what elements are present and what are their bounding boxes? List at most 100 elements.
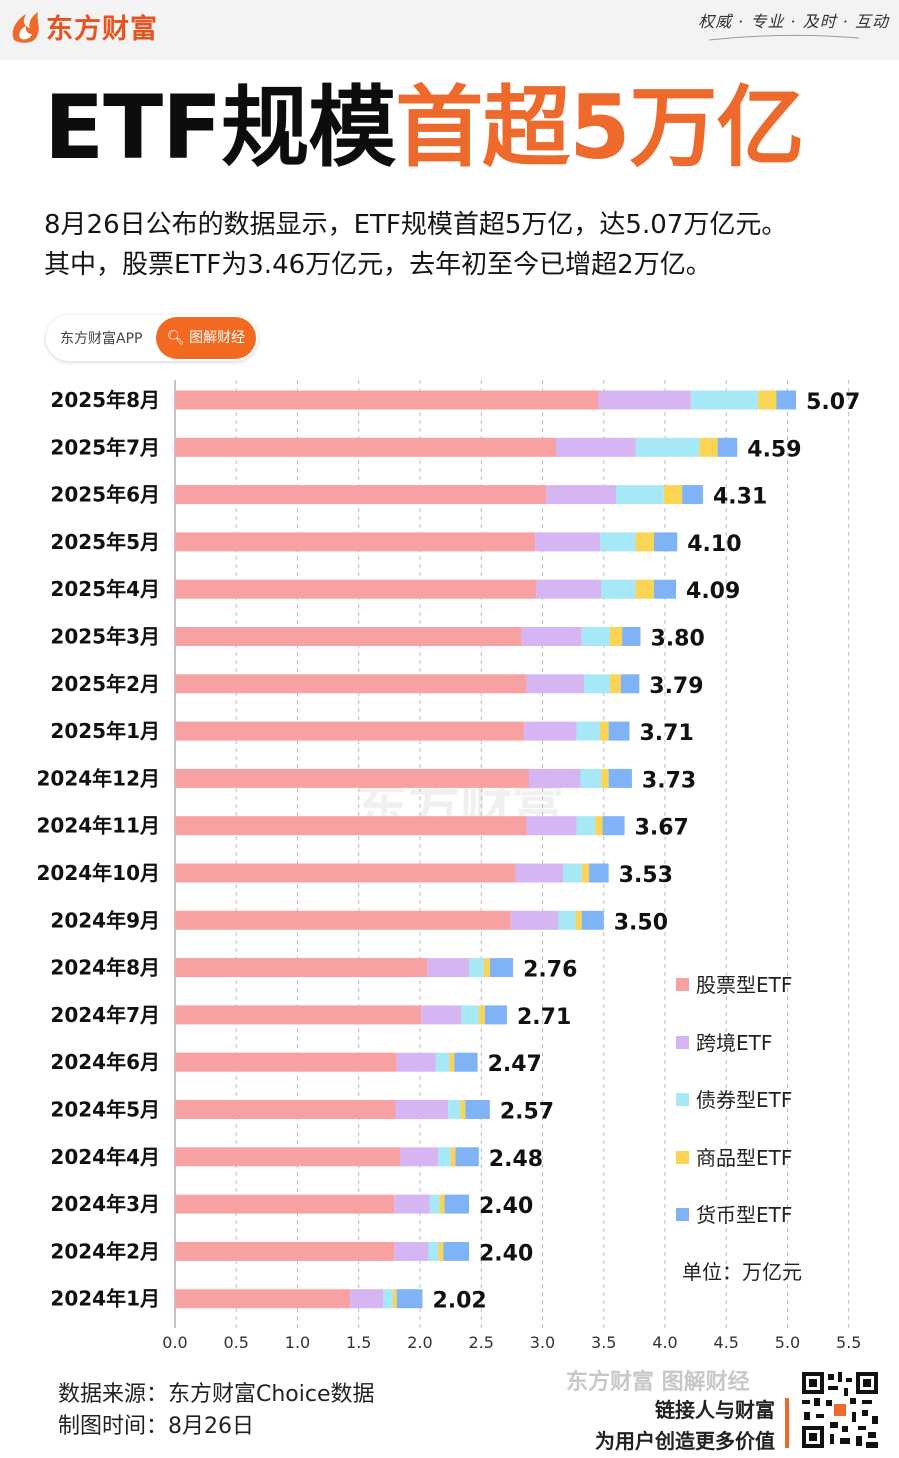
bar-segment bbox=[450, 1147, 456, 1167]
bar-segment bbox=[510, 910, 559, 930]
total-value-label: 3.71 bbox=[639, 721, 693, 746]
chart-date: 制图时间：8月26日 bbox=[58, 1414, 254, 1439]
bar-segment bbox=[608, 721, 630, 741]
description-line-1: 8月26日公布的数据显示，ETF规模首超5万亿，达5.07万亿元。 bbox=[44, 210, 788, 240]
bar-segment bbox=[598, 390, 691, 410]
bar-segment bbox=[175, 1289, 351, 1309]
total-value-label: 2.40 bbox=[479, 1194, 533, 1219]
flame-logo-icon bbox=[12, 12, 39, 43]
bar-segment bbox=[608, 768, 632, 788]
bar-segment bbox=[175, 721, 525, 741]
bar-segment bbox=[429, 1194, 440, 1214]
category-label: 2025年5月 bbox=[50, 530, 160, 554]
bar-segment bbox=[400, 1147, 439, 1167]
bar-segment bbox=[575, 910, 582, 930]
unit-label: 单位：万亿元 bbox=[682, 1260, 802, 1284]
bar-segment bbox=[175, 390, 599, 410]
bar-segment bbox=[438, 1241, 444, 1261]
bar-segment bbox=[427, 958, 469, 978]
category-label: 2024年3月 bbox=[50, 1192, 160, 1216]
bar-segment bbox=[394, 1241, 429, 1261]
pill-button[interactable]: 🔍︎ 图解财经 bbox=[156, 317, 256, 359]
legend-swatch bbox=[676, 978, 689, 991]
bar-segment bbox=[175, 437, 556, 457]
category-label: 2024年8月 bbox=[50, 956, 160, 980]
description: 8月26日公布的数据显示，ETF规模首超5万亿，达5.07万亿元。 其中，股票E… bbox=[44, 205, 884, 285]
bar-segment bbox=[175, 1100, 396, 1119]
total-value-label: 4.31 bbox=[713, 485, 767, 510]
x-tick-label: 0.0 bbox=[162, 1333, 187, 1352]
bar-segment bbox=[663, 485, 683, 505]
title-part-orange: 首超5万亿 bbox=[395, 76, 804, 179]
bar-segment bbox=[175, 579, 537, 599]
bar-segment bbox=[690, 390, 759, 410]
bar-segment bbox=[515, 863, 564, 883]
x-tick-label: 1.5 bbox=[346, 1333, 371, 1352]
bar-segment bbox=[428, 1241, 439, 1261]
total-value-label: 3.79 bbox=[649, 674, 703, 699]
total-value-label: 3.67 bbox=[635, 816, 689, 841]
category-label: 2024年9月 bbox=[50, 908, 160, 932]
bar-segment bbox=[524, 721, 577, 741]
bar-segment bbox=[758, 390, 777, 410]
bar-segment bbox=[601, 579, 636, 599]
bar-segment bbox=[635, 437, 700, 457]
legend-label: 债券型ETF bbox=[696, 1088, 793, 1112]
total-value-label: 2.76 bbox=[523, 958, 577, 983]
bar-segment bbox=[383, 1289, 394, 1309]
category-label: 2024年10月 bbox=[37, 861, 161, 885]
bar-segment bbox=[393, 1289, 397, 1309]
title-part-black: ETF规模 bbox=[44, 76, 396, 179]
category-label: 2025年4月 bbox=[50, 577, 160, 601]
bar-segment bbox=[175, 1241, 395, 1261]
pill-button-label: 图解财经 bbox=[189, 330, 246, 346]
bar-segment bbox=[616, 485, 664, 505]
bar-segment bbox=[454, 1052, 478, 1072]
bar-segment bbox=[653, 579, 677, 599]
data-source: 数据来源：东方财富Choice数据 制图时间：8月26日 bbox=[58, 1379, 375, 1443]
bar-segment bbox=[175, 816, 527, 836]
bar-segment bbox=[521, 627, 582, 646]
brand-slogan: 权威 · 专业 · 及时 · 互动 bbox=[698, 12, 889, 31]
slogan-swoosh bbox=[709, 34, 859, 41]
legend-label: 商品型ETF bbox=[696, 1145, 793, 1170]
bar-segment bbox=[526, 816, 577, 836]
category-label: 2024年2月 bbox=[50, 1239, 160, 1263]
bar-segment bbox=[682, 485, 703, 505]
bar-segment bbox=[350, 1289, 384, 1309]
bar-segment bbox=[609, 627, 623, 646]
x-tick-label: 5.5 bbox=[836, 1333, 861, 1352]
tagline-2: 为用户创造更多价值 bbox=[595, 1429, 775, 1453]
total-value-label: 3.53 bbox=[619, 863, 673, 888]
bar-segment bbox=[469, 958, 484, 978]
bar-segment bbox=[448, 1100, 461, 1119]
category-label: 2025年2月 bbox=[50, 672, 160, 696]
bar-segment bbox=[444, 1194, 469, 1214]
bar-segment bbox=[489, 958, 514, 978]
bar-segment bbox=[584, 674, 610, 694]
bar-segment bbox=[449, 1052, 455, 1072]
bar-segment bbox=[175, 958, 428, 978]
qr-code-icon[interactable] bbox=[800, 1370, 880, 1450]
total-value-label: 3.50 bbox=[614, 910, 668, 935]
bar-segment bbox=[576, 721, 601, 741]
bar-segment bbox=[443, 1241, 469, 1261]
bar-segment bbox=[589, 863, 609, 883]
bar-segment bbox=[581, 910, 604, 930]
bar-segment bbox=[600, 721, 609, 741]
bar-segment bbox=[394, 1194, 430, 1214]
bar-segment bbox=[484, 1005, 507, 1025]
category-label: 2025年6月 bbox=[50, 483, 160, 507]
category-label: 2024年6月 bbox=[50, 1050, 160, 1074]
total-value-label: 2.02 bbox=[432, 1289, 486, 1314]
brand-pill: 东方财富APP 🔍︎ 图解财经 bbox=[46, 315, 258, 361]
legend-swatch bbox=[676, 1093, 689, 1106]
bar-segment bbox=[396, 1052, 436, 1072]
legend-label: 货币型ETF bbox=[696, 1203, 793, 1227]
category-label: 2024年4月 bbox=[50, 1145, 160, 1169]
total-value-label: 4.59 bbox=[747, 437, 801, 462]
bar-segment bbox=[175, 627, 522, 646]
category-label: 2025年8月 bbox=[50, 388, 160, 412]
bar-segment bbox=[635, 532, 654, 552]
bar-segment bbox=[622, 627, 641, 646]
